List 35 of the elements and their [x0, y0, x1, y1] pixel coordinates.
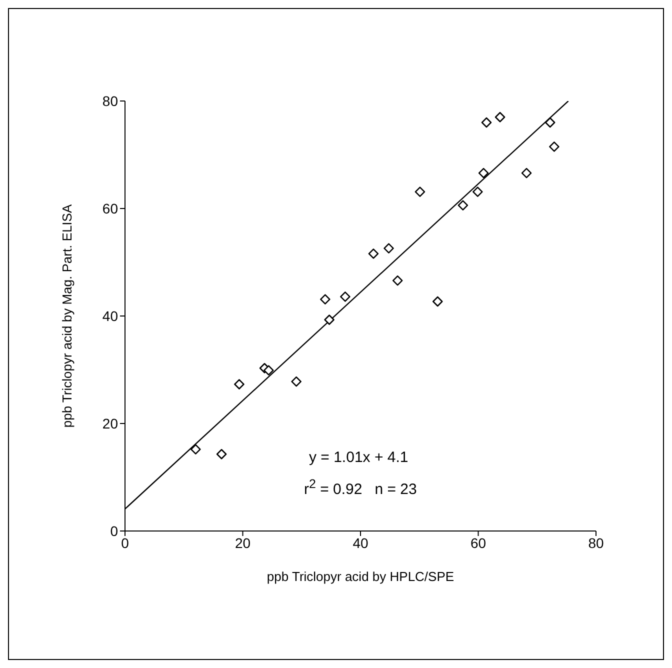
y-tick-label: 40	[102, 308, 118, 324]
x-tick-label: 40	[352, 534, 368, 551]
y-axis-title: ppb Triclopyr acid by Mag. Part. ELISA	[60, 204, 75, 428]
point	[458, 200, 468, 210]
point	[478, 168, 489, 178]
annotation: r$^{2}$ = 0.92 n = 23	[304, 477, 417, 498]
point	[544, 117, 556, 128]
point	[216, 448, 227, 460]
point	[190, 444, 201, 454]
x-tick-label: 60	[470, 534, 486, 551]
point	[264, 365, 274, 376]
y-tick-label: 20	[102, 415, 118, 432]
point	[368, 248, 379, 259]
x-tick-label: 20	[234, 534, 251, 551]
annotation: y = 1.01x + 4.1	[309, 449, 408, 466]
point	[392, 275, 403, 286]
y-tick-label: 0	[110, 522, 118, 539]
point	[324, 314, 334, 325]
y-tick-label: 60	[102, 200, 118, 216]
point	[494, 112, 506, 122]
point	[234, 379, 244, 390]
point	[384, 243, 394, 254]
x-axis-title: ppb Triclopyr acid by HPLC/SPE	[266, 569, 454, 584]
point	[414, 186, 426, 197]
point	[320, 294, 330, 304]
x-tick-label: 80	[588, 534, 604, 551]
point	[521, 168, 532, 178]
point	[481, 117, 492, 128]
point	[291, 376, 302, 387]
point	[340, 292, 350, 302]
point	[472, 186, 483, 197]
point	[549, 142, 560, 152]
x-tick-label: 0	[121, 534, 130, 551]
point	[432, 296, 443, 307]
y-tick-label: 80	[102, 92, 118, 109]
